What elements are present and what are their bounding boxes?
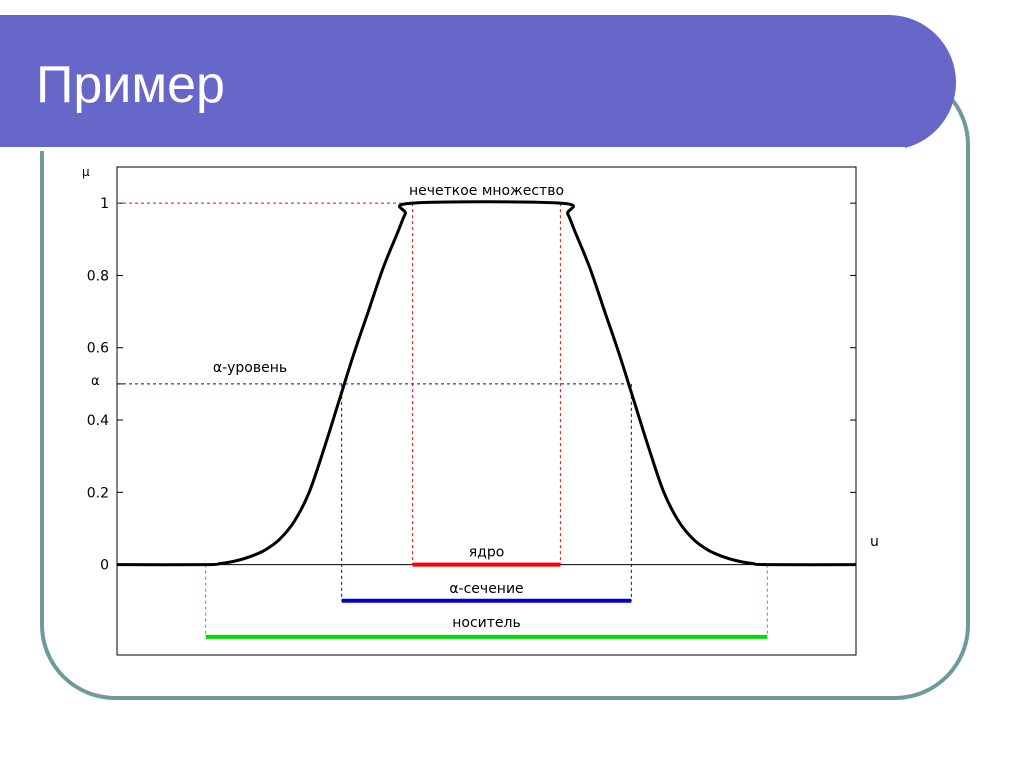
slide-title: Пример — [36, 56, 225, 114]
x-axis-label: u — [870, 534, 879, 550]
core-label: ядро — [469, 545, 505, 561]
y-tick-label: 0.4 — [87, 413, 109, 429]
title-band: Пример — [0, 15, 956, 151]
plot-area — [116, 166, 857, 656]
alpha-level-label: α-уровень — [213, 360, 287, 376]
y-tick-label: 0.8 — [87, 268, 109, 284]
y-tick-label: 0 — [100, 558, 109, 574]
y-tick-label: 0.6 — [87, 341, 109, 357]
alpha-tick-label: α — [91, 374, 100, 389]
y-tick-label: 0.2 — [87, 485, 109, 501]
title-underline — [0, 147, 905, 151]
support-label: носитель — [452, 615, 520, 631]
alpha-cut-label: α-сечение — [449, 581, 523, 597]
fuzzy-set-label: нечеткое множество — [409, 183, 564, 199]
y-axis-label: µ — [82, 165, 90, 179]
membership-curve — [116, 200, 857, 567]
y-tick-label: 1 — [100, 196, 109, 212]
